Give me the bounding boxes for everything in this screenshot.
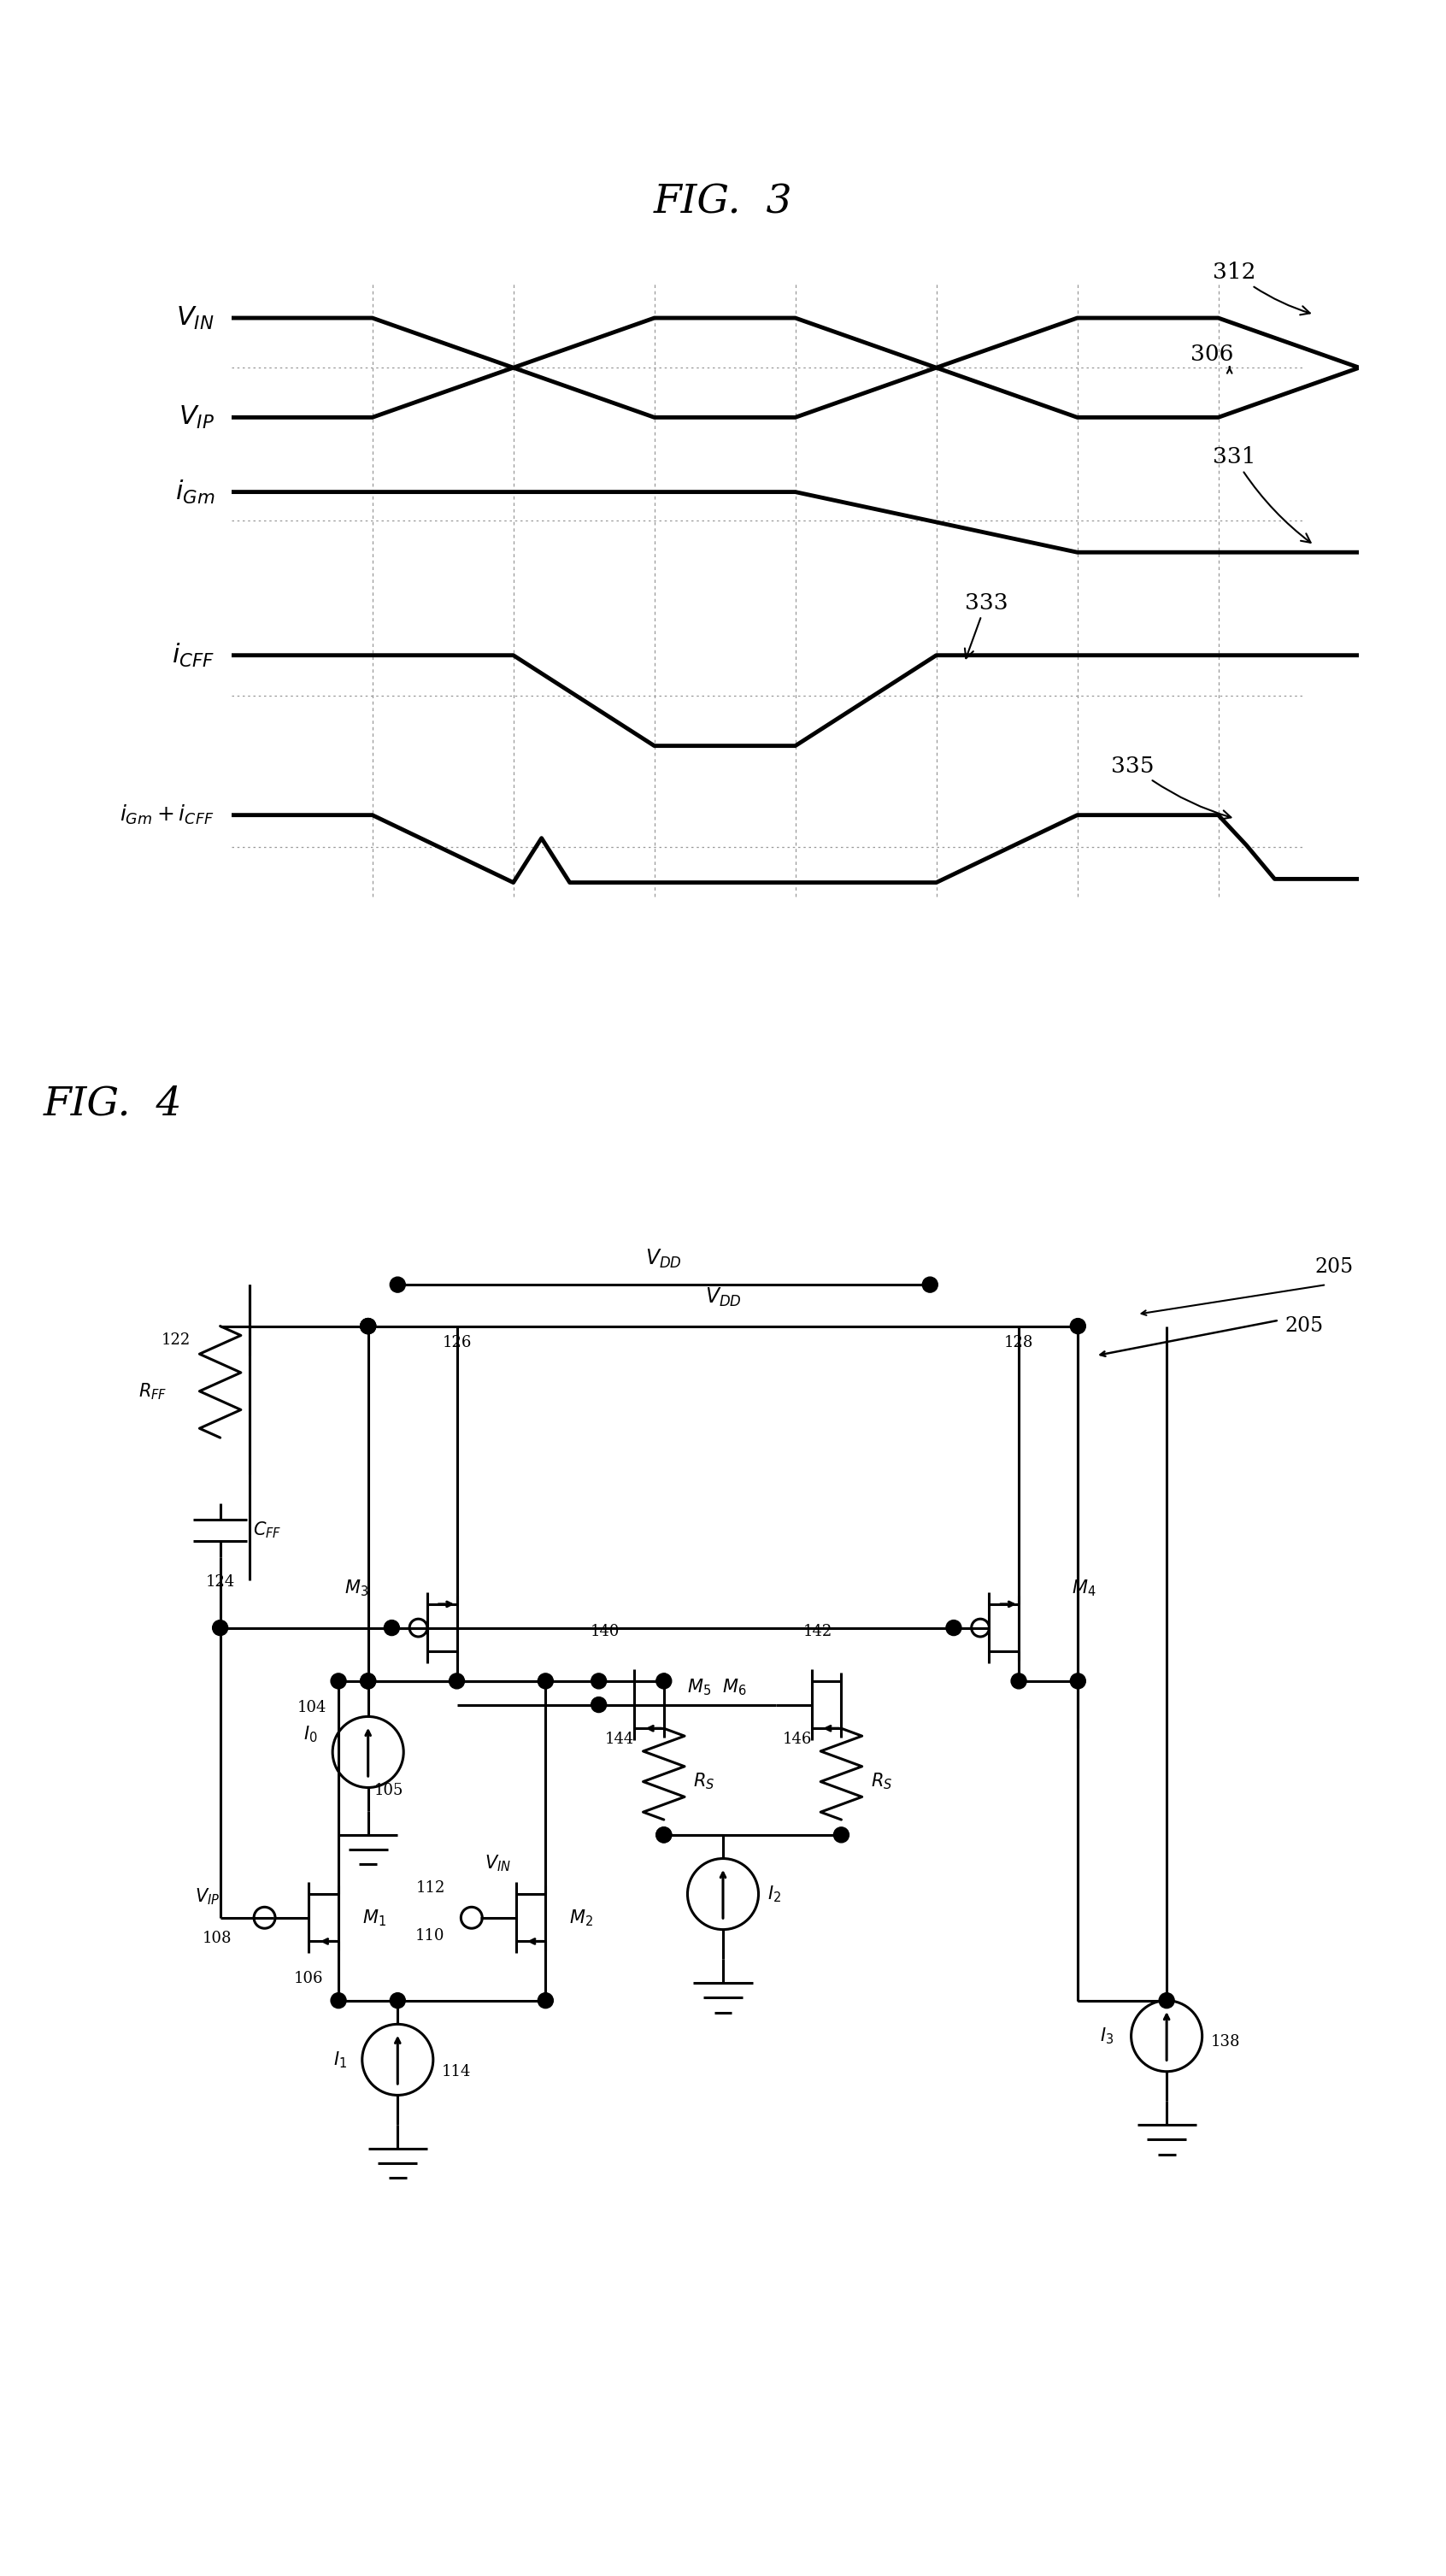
Circle shape [360, 1319, 376, 1334]
Circle shape [656, 1826, 671, 1842]
Text: $R_S$: $R_S$ [870, 1772, 892, 1793]
Text: FIG.  3: FIG. 3 [654, 183, 792, 222]
Text: 110: 110 [415, 1927, 445, 1942]
Text: 312: 312 [1213, 263, 1310, 314]
Circle shape [946, 1620, 962, 1636]
Text: 144: 144 [604, 1731, 635, 1747]
Text: $V_{IN}$: $V_{IN}$ [176, 304, 214, 332]
Text: 112: 112 [415, 1880, 445, 1896]
Text: $V_{IP}$: $V_{IP}$ [178, 404, 214, 430]
Text: 306: 306 [1190, 343, 1233, 366]
Text: $M_6$: $M_6$ [723, 1677, 746, 1698]
Circle shape [923, 1278, 937, 1293]
Text: 105: 105 [375, 1783, 403, 1798]
Text: $V_{DD}$: $V_{DD}$ [645, 1247, 683, 1270]
Circle shape [450, 1674, 464, 1690]
Circle shape [1070, 1674, 1086, 1690]
Circle shape [213, 1620, 228, 1636]
Circle shape [591, 1698, 606, 1713]
Text: $V_{IP}$: $V_{IP}$ [195, 1886, 220, 1906]
Text: $M_4$: $M_4$ [1071, 1579, 1096, 1597]
Circle shape [360, 1319, 376, 1334]
Circle shape [385, 1620, 399, 1636]
Text: $V_{DD}$: $V_{DD}$ [704, 1285, 742, 1309]
Circle shape [538, 1674, 554, 1690]
Circle shape [656, 1826, 671, 1842]
Text: $M_5$: $M_5$ [687, 1677, 711, 1698]
Text: $V_{IN}$: $V_{IN}$ [484, 1852, 512, 1873]
Text: $C_{FF}$: $C_{FF}$ [253, 1520, 282, 1540]
Text: 335: 335 [1111, 755, 1231, 819]
Text: $i_{Gm} + i_{CFF}$: $i_{Gm} + i_{CFF}$ [120, 804, 214, 827]
Text: 205: 205 [1314, 1257, 1353, 1278]
Text: $M_2$: $M_2$ [570, 1909, 593, 1927]
Text: 104: 104 [298, 1700, 327, 1716]
Text: 106: 106 [294, 1971, 324, 1986]
Text: 122: 122 [162, 1332, 191, 1347]
Text: $I_3$: $I_3$ [1099, 2025, 1113, 2045]
Text: 114: 114 [442, 2063, 471, 2079]
Circle shape [833, 1826, 849, 1842]
Text: 331: 331 [1213, 446, 1310, 544]
Circle shape [331, 1994, 346, 2009]
Text: 128: 128 [1004, 1334, 1034, 1350]
Circle shape [390, 1278, 405, 1293]
Circle shape [390, 1994, 405, 2009]
Circle shape [360, 1674, 376, 1690]
Text: $R_S$: $R_S$ [694, 1772, 716, 1793]
Circle shape [656, 1674, 671, 1690]
Circle shape [1011, 1674, 1027, 1690]
Text: $M_1$: $M_1$ [362, 1909, 386, 1927]
Text: 142: 142 [803, 1625, 833, 1641]
Text: $R_{FF}$: $R_{FF}$ [139, 1381, 166, 1401]
Text: 140: 140 [590, 1625, 619, 1641]
Text: 205: 205 [1285, 1316, 1323, 1337]
Text: 138: 138 [1210, 2035, 1241, 2050]
Text: 146: 146 [782, 1731, 811, 1747]
Text: $I_2$: $I_2$ [768, 1883, 781, 1904]
Text: $i_{Gm}$: $i_{Gm}$ [175, 479, 214, 505]
Text: 124: 124 [205, 1574, 234, 1589]
Circle shape [538, 1994, 554, 2009]
Circle shape [1070, 1319, 1086, 1334]
Text: 108: 108 [202, 1932, 231, 1945]
Circle shape [360, 1674, 376, 1690]
Text: 126: 126 [442, 1334, 471, 1350]
Circle shape [360, 1319, 376, 1334]
Circle shape [591, 1674, 606, 1690]
Circle shape [331, 1674, 346, 1690]
Text: FIG.  4: FIG. 4 [43, 1084, 182, 1123]
Text: $M_3$: $M_3$ [344, 1579, 369, 1597]
Text: $I_1$: $I_1$ [334, 2050, 347, 2069]
Text: $i_{CFF}$: $i_{CFF}$ [172, 641, 214, 670]
Circle shape [1160, 1994, 1174, 2009]
Text: $I_0$: $I_0$ [304, 1723, 318, 1744]
Text: 333: 333 [964, 592, 1008, 659]
